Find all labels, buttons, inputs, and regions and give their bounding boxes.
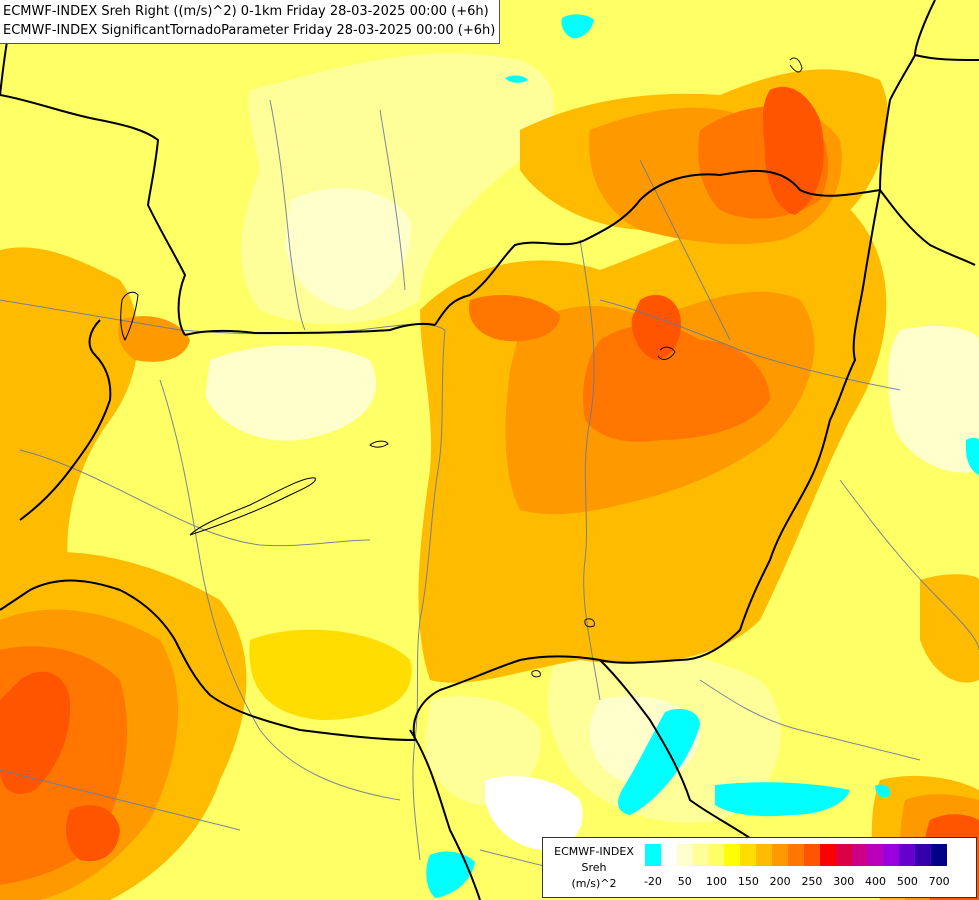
legend-tick-label: 400: [865, 875, 887, 888]
field-red-southwest: [0, 671, 71, 794]
legend-tick-label: 150: [737, 875, 759, 888]
legend-swatch: [819, 844, 836, 866]
legend-unit: (m/s)^2: [571, 877, 617, 890]
legend-tick-label: 250: [801, 875, 823, 888]
legend-swatch: [645, 844, 661, 866]
field-cyan-north: [561, 14, 594, 39]
field-cyan-southeast: [715, 782, 850, 817]
field-red-central: [631, 295, 681, 360]
field-pale-center: [205, 345, 377, 441]
title-line-stp: ECMWF-INDEX SignificantTornadoParameter …: [3, 23, 496, 38]
legend-tick-label: 50: [677, 875, 692, 888]
legend-swatch: [788, 844, 804, 866]
legend-tick-label: 700: [928, 875, 950, 888]
lake-small-west: [120, 291, 139, 342]
lake-small-center: [369, 440, 389, 448]
legend-swatch: [899, 844, 916, 866]
field-darkorange-west-patch: [118, 316, 190, 362]
field-orange-east-patch: [920, 574, 979, 683]
legend-label: ECMWF-INDEX Sreh (m/s)^2: [545, 844, 643, 892]
title-line-sreh: ECMWF-INDEX Sreh Right ((m/s)^2) 0-1km F…: [3, 4, 489, 19]
field-red-south: [65, 805, 120, 862]
legend-swatch: [740, 844, 757, 866]
field-cyan-east: [966, 437, 979, 475]
field-red-northeast: [762, 86, 824, 215]
legend-swatch: [692, 844, 709, 866]
field-cyan-north-small: [505, 75, 528, 83]
legend-swatch: [676, 844, 693, 866]
field-cyan-south: [618, 708, 700, 815]
map-title-box: ECMWF-INDEX Sreh Right ((m/s)^2) 0-1km F…: [0, 0, 501, 44]
legend-swatches: [645, 844, 947, 866]
legend-swatch: [660, 844, 677, 866]
legend-swatch: [851, 844, 868, 866]
legend-swatch: [867, 844, 884, 866]
field-pale-north: [285, 188, 411, 310]
field-orange-west: [0, 247, 139, 600]
legend-swatch: [756, 844, 773, 866]
legend-swatch: [915, 844, 932, 866]
color-legend: ECMWF-INDEX Sreh (m/s)^2 -20 50 100 150 200 2…: [542, 837, 977, 898]
legend-swatch: [708, 844, 725, 866]
field-white-south: [485, 776, 583, 850]
field-pale-east: [888, 325, 979, 473]
regional-borders: [531, 57, 803, 678]
legend-swatch: [835, 844, 852, 866]
legend-tick-label: 300: [833, 875, 855, 888]
legend-swatch: [772, 844, 789, 866]
field-redorange-central: [583, 325, 770, 442]
legend-swatch: [724, 844, 741, 866]
field-orange-south-patch: [249, 629, 412, 720]
legend-source: ECMWF-INDEX: [554, 845, 634, 858]
legend-swatch: [931, 844, 947, 866]
legend-swatch: [803, 844, 820, 866]
lake-balaton: [189, 477, 316, 536]
legend-swatch: [883, 844, 900, 866]
legend-tick-label: 100: [706, 875, 728, 888]
legend-tick-label: 200: [769, 875, 791, 888]
field-redorange-north-patch: [468, 295, 560, 342]
field-cyan-south-bottom: [426, 851, 475, 898]
legend-tick-label: 500: [896, 875, 918, 888]
legend-tick-label: -20: [643, 875, 662, 888]
legend-ticks: -20 50 100 150 200 250 300 400 500 700: [643, 875, 975, 889]
field-cyan-southeast-small: [875, 784, 891, 798]
legend-parameter: Sreh: [581, 861, 607, 874]
